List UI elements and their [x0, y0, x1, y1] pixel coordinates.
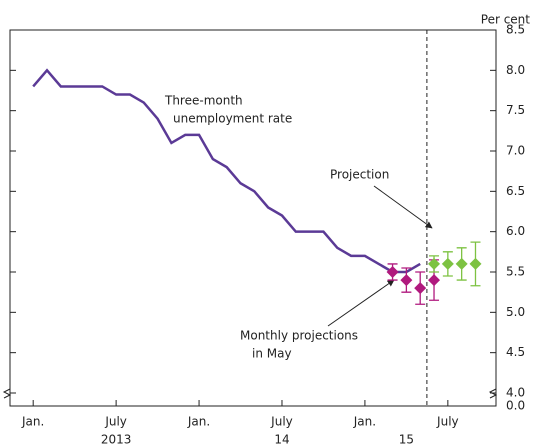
y-axis-label: Per cent — [481, 13, 531, 27]
line — [32, 68, 421, 274]
arrow — [327, 279, 395, 327]
y-tick-label: 7.5 — [506, 103, 525, 117]
x-tick-label: Jan. — [353, 415, 376, 429]
annotation: Projection — [330, 168, 389, 182]
arrow — [373, 185, 433, 229]
diamond — [386, 266, 399, 278]
diamond — [428, 257, 441, 270]
y-tick-label: 5.5 — [506, 265, 525, 279]
year-label: 14 — [274, 433, 289, 447]
diamond — [455, 257, 468, 270]
y-tick-label: 6.0 — [506, 224, 525, 238]
y-tick-label: 4.5 — [506, 345, 525, 359]
plot-frame — [9, 29, 497, 407]
x-tick-label: July — [436, 415, 459, 429]
annotation: Three-month — [164, 94, 243, 108]
y-tick-label: 6.5 — [506, 184, 525, 198]
year-label: 15 — [399, 433, 414, 447]
diamond — [400, 274, 413, 287]
x-tick-label: Jan. — [187, 415, 210, 429]
diamond — [414, 282, 427, 295]
x-tick-label: July — [104, 415, 127, 429]
axis-break — [2, 388, 498, 399]
y-tick-label: 8.5 — [506, 23, 525, 37]
annotation: unemployment rate — [173, 112, 292, 126]
diamond — [469, 257, 482, 270]
year-label: 2013 — [101, 433, 132, 447]
y-tick-label: 4.0 — [506, 386, 525, 400]
diamond — [441, 257, 454, 270]
x-tick-label: July — [270, 415, 293, 429]
annotation: Monthly projections — [240, 329, 358, 343]
y-tick-label: 0.0 — [506, 399, 525, 413]
y-tick-label: 7.0 — [506, 144, 525, 158]
y-tick-label: 5.0 — [506, 305, 525, 319]
y-tick-label: 8.0 — [506, 63, 525, 77]
annotation: in May — [252, 347, 292, 361]
diamond — [428, 274, 441, 287]
x-tick-label: Jan. — [21, 415, 44, 429]
